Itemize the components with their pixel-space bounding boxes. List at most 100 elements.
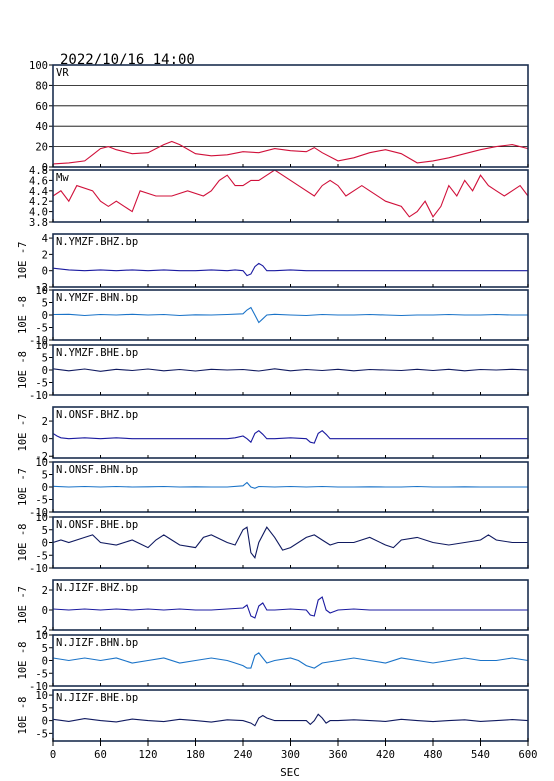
y-tick-label: 10 [35,512,48,524]
y-axis-label: 10E -8 [17,296,29,334]
panel-label: N.ONSF.BHN.bp [56,464,138,476]
y-tick-label: 3.8 [29,217,48,229]
y-tick-label: -5 [35,323,48,335]
y-tick-label: -2 [35,282,48,294]
x-tick-label: 240 [234,749,253,761]
y-tick-label: 10 [35,690,48,702]
x-tick-label: 420 [376,749,395,761]
y-tick-label: 40 [35,121,48,133]
panel-label: N.YMZF.BHN.bp [56,292,138,304]
y-tick-label: 5 [42,353,48,365]
y-tick-label: -5 [35,495,48,507]
y-axis-label: 10E -8 [17,697,29,735]
y-tick-label: 0 [42,716,48,728]
panel-9: -2 0 2 N.JIZF.BHZ.bp 10E -7 [17,579,529,637]
y-tick-label: 0 [42,605,48,617]
y-axis-label: 10E -7 [17,586,29,624]
y-tick-label: 4.6 [29,175,48,187]
y-tick-label: 4.2 [29,196,48,208]
x-axis-label: SEC [280,766,300,779]
y-tick-label: 100 [29,60,48,72]
x-tick-label: 180 [186,749,205,761]
series-line [52,526,528,560]
y-tick-label: -2 [35,451,48,463]
series-line [52,169,529,218]
y-tick-label: 4.4 [29,186,48,198]
panel-6: -2 0 2 N.ONSF.BHZ.bp 10E -7 [17,406,529,463]
panel-label: N.JIZF.BHE.bp [56,692,138,704]
y-tick-label: 4 [42,233,48,245]
panel-label: VR [56,67,69,79]
y-tick-label: 20 [35,142,48,154]
y-tick-label: 80 [35,80,48,92]
x-tick-label: 0 [50,749,56,761]
y-axis-label: 10E -8 [17,351,29,389]
panel-label: N.YMZF.BHE.bp [56,347,138,359]
series-line [52,481,528,489]
x-tick-label: 120 [139,749,158,761]
y-tick-label: 0 [42,656,48,668]
y-tick-label: 5 [42,298,48,310]
y-tick-label: 4.0 [29,207,48,219]
x-tick-label: 600 [519,749,538,761]
panel-label: Mw [56,172,69,184]
y-tick-label: -5 [35,378,48,390]
y-tick-label: -10 [29,335,48,347]
panel-label: N.JIZF.BHZ.bp [56,582,138,594]
series-line [52,596,528,619]
series-line [52,652,529,669]
y-tick-label: 2 [42,585,48,597]
y-tick-label: 2 [42,416,48,428]
y-tick-label: 5 [42,525,48,537]
y-axis-label: 10E -7 [17,242,29,280]
panel-2: 3.84.04.24.44.64.8 Mw [29,165,529,229]
y-tick-label: -5 [35,668,48,680]
panel-1: 0 20 40 60 80 100 VR [29,60,529,174]
y-axis-label: 10E -7 [17,414,29,452]
y-tick-label: -5 [35,550,48,562]
y-tick-label: -10 [29,563,48,575]
y-tick-label: 0 [42,310,48,322]
panel-label: N.ONSF.BHZ.bp [56,409,138,421]
series-line [52,430,528,444]
y-tick-label: 5 [42,703,48,715]
series-line [52,713,529,727]
y-tick-label: 10 [35,630,48,642]
panel-label: N.ONSF.BHE.bp [56,519,138,531]
y-tick-label: 2 [42,249,48,261]
panel-label: N.YMZF.BHZ.bp [56,236,138,248]
y-tick-label: 10 [35,457,48,469]
series-line [52,306,528,324]
y-tick-label: 0 [42,266,48,278]
series-line [52,262,528,277]
y-axis-label: 10E -7 [17,468,29,506]
y-axis-label: 10E -8 [17,642,29,680]
y-tick-label: 10 [35,285,48,297]
y-tick-label: 0 [42,365,48,377]
y-tick-label: -10 [29,507,48,519]
x-tick-label: 360 [329,749,348,761]
y-tick-label: 0 [42,162,48,174]
y-tick-label: 60 [35,101,48,113]
y-tick-label: 10 [35,340,48,352]
x-axis: 0 60 120 180 240 300 360 420 480 540 600 [50,741,538,761]
header-datetime: 2022/10/16 14:00 [60,52,195,68]
y-axis-label: 10E -8 [17,524,29,562]
panel-label: N.JIZF.BHN.bp [56,637,138,649]
y-tick-label: 5 [42,470,48,482]
y-tick-label: -2 [35,625,48,637]
panel-3: -2 0 2 4 N.YMZF.BHZ.bp 10E -7 [17,233,529,294]
x-tick-label: 480 [424,749,443,761]
y-tick-label: 0 [42,434,48,446]
x-tick-label: 540 [471,749,490,761]
y-tick-label: 0 [42,482,48,494]
series-line [52,140,529,165]
series-line [52,368,529,372]
y-tick-label: 0 [42,538,48,550]
